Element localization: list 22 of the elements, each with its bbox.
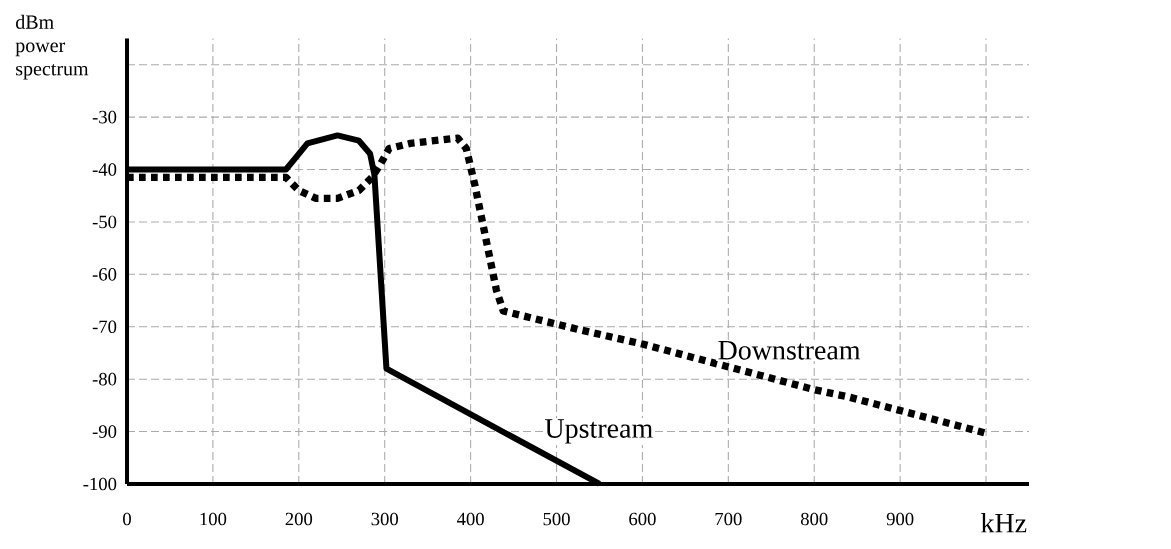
x-tick-label: 900 xyxy=(886,512,914,526)
series-label: Downstream xyxy=(718,341,861,360)
x-axis-title: kHz xyxy=(980,512,1027,533)
y-tick-label: -30 xyxy=(92,110,117,124)
x-tick-label: 300 xyxy=(371,512,398,526)
x-tick-label: 500 xyxy=(543,512,570,526)
y-tick-label: -90 xyxy=(92,425,117,438)
y-tick-label: -50 xyxy=(92,215,117,229)
x-tick-label: 0 xyxy=(123,512,131,526)
y-tick-label: -70 xyxy=(92,320,117,334)
x-tick-label: 600 xyxy=(629,512,656,526)
x-tick-label: 700 xyxy=(715,512,742,526)
y-tick-label: -40 xyxy=(92,163,117,176)
y-axis-title: dBm power spectrum xyxy=(15,14,89,80)
x-tick-label: 100 xyxy=(200,512,227,526)
x-tick-label: 200 xyxy=(285,512,313,526)
y-tick-label: -100 xyxy=(83,477,117,491)
series-label: Upstream xyxy=(545,419,653,444)
x-tick-label: 800 xyxy=(800,512,828,526)
y-tick-label: -80 xyxy=(92,372,117,386)
x-tick-label: 400 xyxy=(456,512,484,526)
y-tick-label: -60 xyxy=(92,268,117,281)
